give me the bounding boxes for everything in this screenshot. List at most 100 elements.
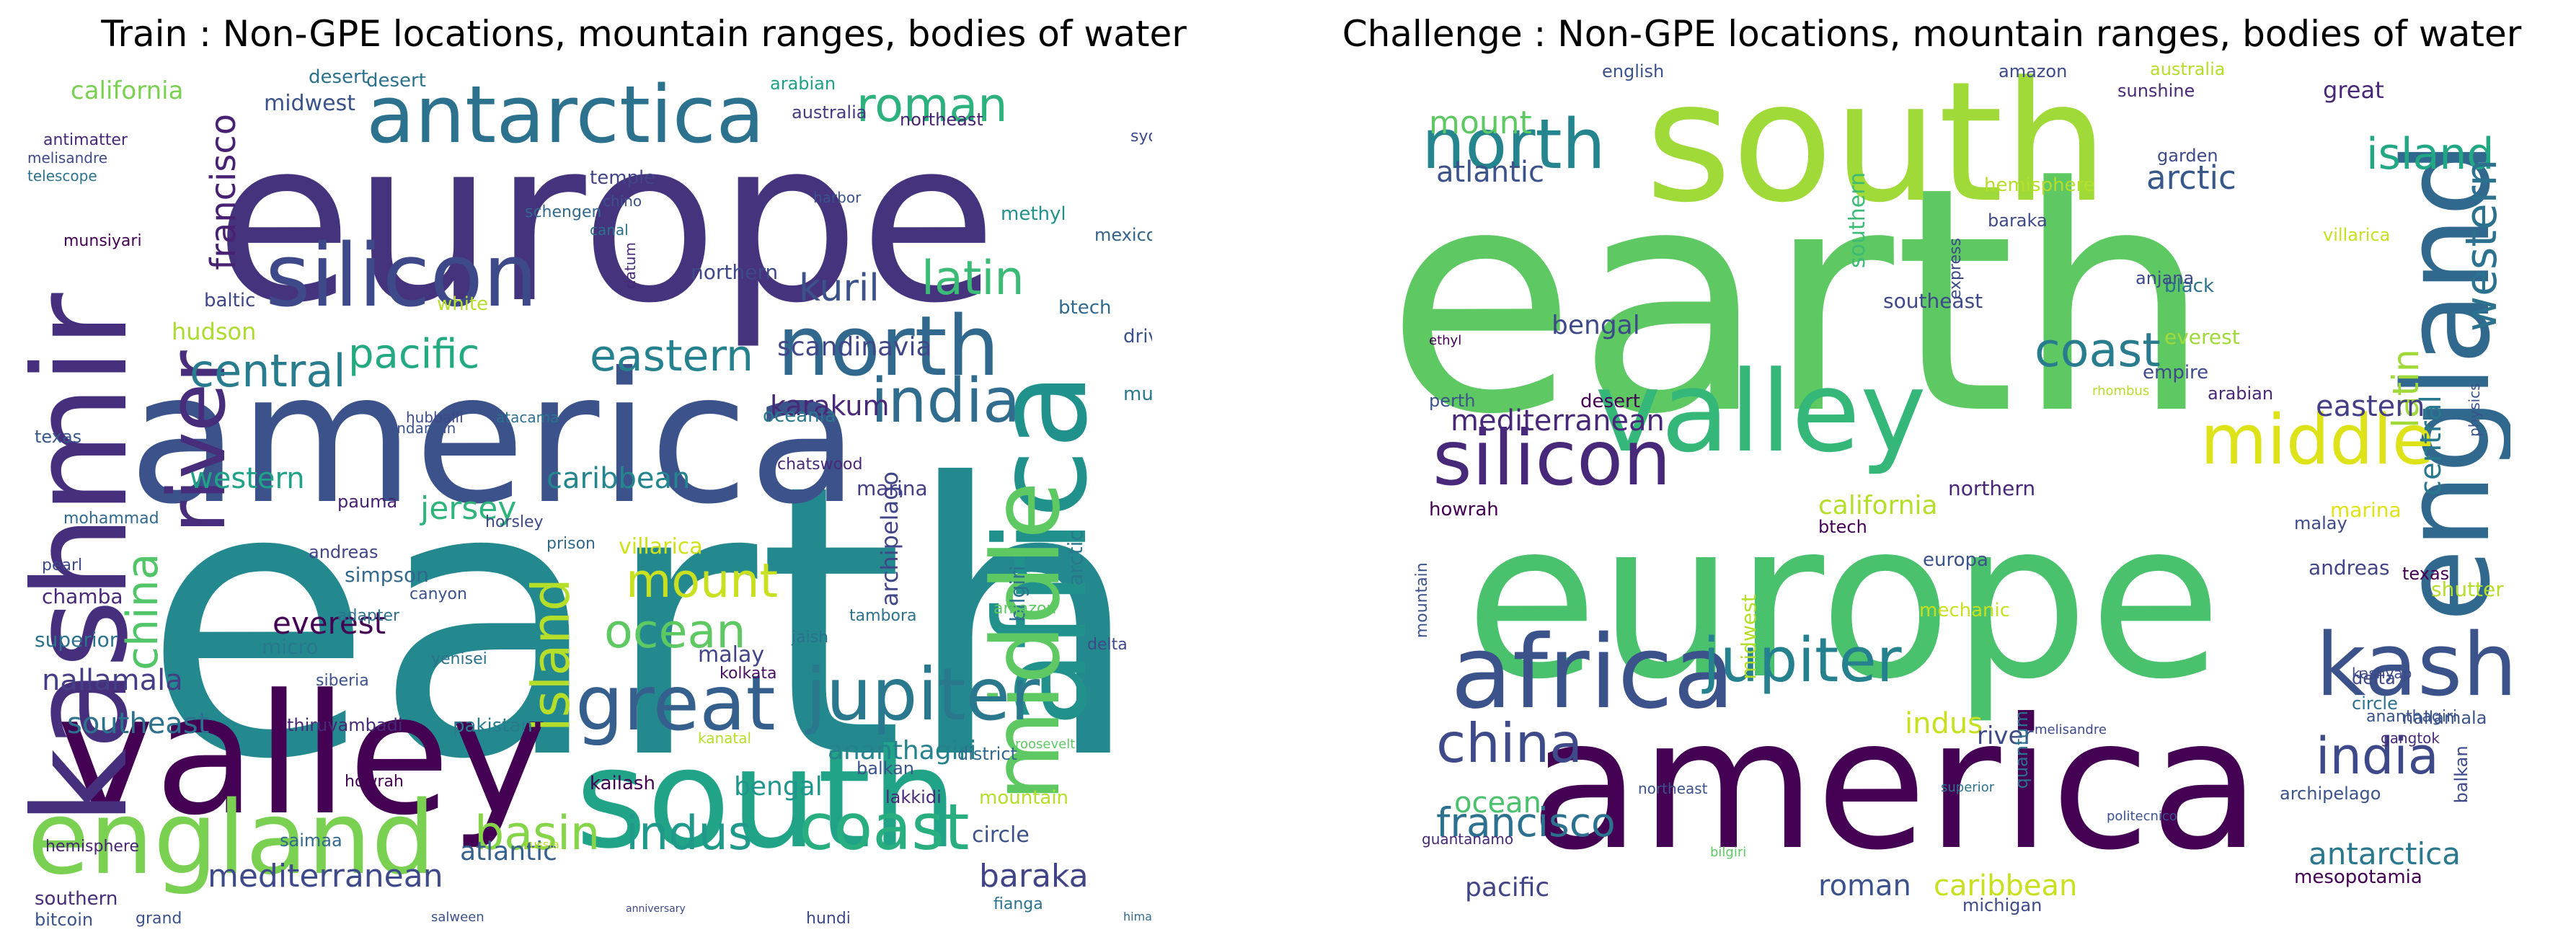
cloud-word: coast (2035, 324, 2161, 378)
cloud-word: english (1602, 61, 1665, 81)
cloud-word: marina (857, 476, 928, 500)
cloud-word: eastern (590, 331, 754, 381)
cloud-word: district (957, 744, 1017, 764)
cloud-word: earth (143, 404, 1142, 841)
cloud-word: northern (691, 260, 779, 284)
cloud-word: river (1977, 722, 2034, 750)
cloud-word: australia (2150, 61, 2226, 79)
cloud-word: andreas (2309, 556, 2390, 580)
cloud-word: kashyap (2352, 665, 2412, 682)
cloud-word: munsiyari (63, 232, 142, 250)
cloud-word: western (2456, 159, 2507, 332)
cloud-word: guantanamo (1422, 830, 1514, 848)
cloud-word: circle (2352, 693, 2398, 714)
cloud-word: himalayan (1123, 910, 1152, 923)
cloud-word: india (2316, 727, 2439, 786)
cloud-word: arctic (1063, 530, 1087, 586)
cloud-word: kailash (590, 773, 655, 794)
cloud-word: atacama (496, 409, 559, 426)
cloud-word: ethyl (1429, 333, 1462, 348)
cloud-word: earth (1386, 122, 2212, 482)
cloud-word: amazon (993, 600, 1057, 618)
cloud-word: north (1422, 105, 1606, 185)
cloud-word: archipelago (2280, 784, 2381, 804)
cloud-word: kolkata (720, 665, 777, 683)
cloud-word: india (871, 365, 1021, 437)
cloud-word: perth (1429, 391, 1476, 411)
cloud-word: drive (1123, 326, 1152, 347)
cloud-word: latin (921, 252, 1024, 306)
challenge-title: Challenge : Non-GPE locations, mountain … (1342, 13, 2522, 55)
cloud-word: temple (590, 167, 656, 189)
cloud-word: chamba (42, 585, 123, 608)
cloud-word: northern (1948, 476, 2036, 500)
cloud-word: silicon (1433, 414, 1671, 502)
cloud-word: russia (525, 838, 559, 851)
cloud-word: bitcoin (35, 910, 94, 930)
cloud-word: atlantic (1436, 156, 1544, 189)
cloud-word: michigan (1962, 895, 2042, 915)
cloud-word: mount (626, 554, 778, 608)
cloud-word: balkan (2451, 745, 2471, 804)
cloud-word: yenisei (431, 650, 487, 668)
cloud-word: micro (262, 635, 319, 659)
cloud-word: southeast (67, 707, 210, 740)
cloud-word: harbor (813, 189, 862, 206)
cloud-word: jupiter (1703, 625, 1902, 696)
cloud-word: andaman (388, 420, 456, 437)
cloud-word: texas (35, 427, 82, 447)
cloud-word: marina (2330, 498, 2402, 522)
cloud-word: basin (474, 807, 601, 861)
cloud-word: antarctica (366, 68, 765, 161)
cloud-word: america (128, 334, 859, 544)
cloud-word: grand (136, 910, 182, 928)
cloud-word: pacific (1465, 873, 1550, 902)
cloud-word: kuril (799, 267, 880, 310)
train-panel: Train : Non-GPE locations, mountain rang… (27, 13, 1187, 930)
cloud-word: mediterranean (1451, 404, 1665, 438)
cloud-word: tambora (849, 607, 917, 625)
cloud-word: howrah (1429, 499, 1499, 520)
cloud-word: california (71, 76, 184, 105)
cloud-word: arabian (2208, 383, 2274, 404)
cloud-word: francisco (203, 113, 244, 270)
cloud-word: southeast (1883, 289, 1983, 313)
cloud-word: hubballi (406, 409, 464, 426)
cloud-word: desert (309, 66, 368, 88)
cloud-word: midwest (264, 91, 355, 116)
cloud-word: gangtok (2381, 729, 2440, 747)
cloud-word: malay (698, 642, 765, 667)
cloud-word: chatswood (777, 456, 863, 474)
challenge-word-cloud: earth europe america south valley england afri… (1386, 61, 2510, 936)
cloud-word: mesopotamia (2294, 866, 2422, 888)
cloud-word: physics (2466, 383, 2483, 437)
cloud-word: roman (857, 79, 1008, 133)
cloud-word: black (2164, 275, 2215, 297)
cloud-word: anjana (2135, 268, 2195, 288)
cloud-word: england (27, 780, 436, 897)
cloud-word: mountain (1413, 562, 1431, 639)
cloud-word: western (190, 462, 305, 495)
cloud-word: datum (621, 242, 639, 289)
cloud-word: salween (431, 910, 484, 925)
cloud-word: garden (2157, 146, 2218, 166)
cloud-word: ocean (604, 605, 746, 659)
cloud-word: mount (1429, 105, 1532, 141)
cloud-word: sydney (1130, 128, 1152, 146)
cloud-word: mexico (1094, 225, 1152, 245)
cloud-word: express (1947, 238, 1965, 300)
cloud-word: bilgiri (1710, 845, 1747, 860)
train-title: Train : Non-GPE locations, mountain rang… (101, 13, 1187, 55)
cloud-word: balkan (857, 758, 915, 778)
cloud-word: pakistan (453, 715, 533, 737)
cloud-word: melisandre (2035, 722, 2107, 737)
cloud-word: melisandre (27, 149, 108, 167)
cloud-word: baraka (1988, 210, 2048, 231)
cloud-word: california (1818, 491, 1938, 520)
cloud-word: delta (1087, 636, 1128, 654)
cloud-word: europe (1465, 475, 2222, 727)
cloud-word: adapter (337, 607, 400, 625)
cloud-word: south (1645, 61, 2109, 239)
cloud-word: indus (626, 807, 753, 861)
cloud-word: siberia (316, 672, 369, 690)
